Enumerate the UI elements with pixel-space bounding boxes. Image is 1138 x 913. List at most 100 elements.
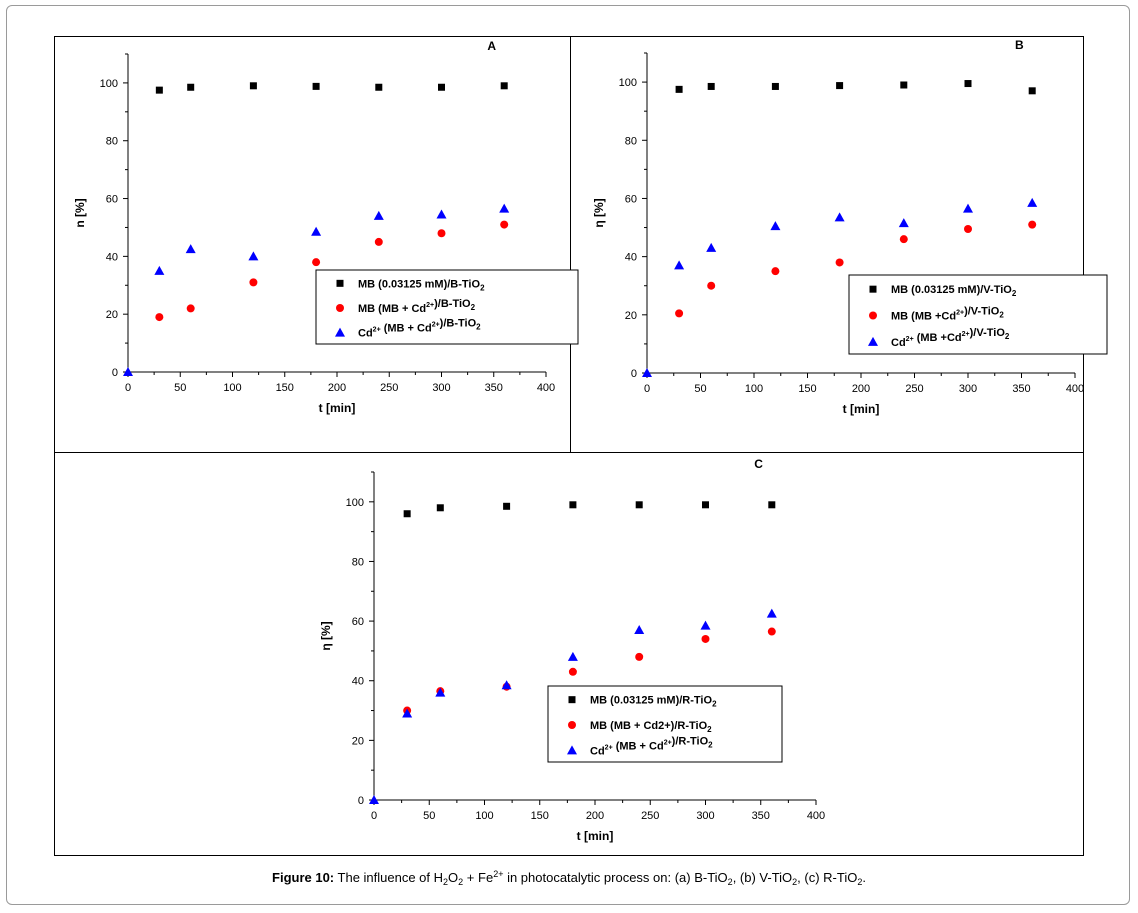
legend-marker	[568, 696, 576, 704]
legend-box	[547, 685, 783, 763]
data-point	[249, 82, 257, 90]
data-point	[701, 634, 710, 643]
x-tick-label: 250	[905, 383, 923, 395]
y-tick-label: 100	[346, 497, 364, 509]
x-tick-label: 400	[537, 382, 555, 394]
data-point	[771, 82, 779, 90]
legend-label: MB (MB + Cd2+)/B-TiO2	[358, 298, 476, 315]
y-tick-label: 40	[106, 251, 118, 263]
y-tick-label: 80	[625, 135, 637, 147]
legend-label: MB (0.03125 mM)/V-TiO2	[891, 284, 1017, 298]
x-axis-label: t [min]	[577, 829, 614, 843]
data-point	[674, 260, 685, 270]
data-point	[963, 203, 973, 213]
data-point	[501, 680, 512, 690]
data-point	[123, 367, 133, 376]
legend-box	[315, 269, 579, 345]
data-point	[771, 267, 780, 276]
panel-divider-horizontal	[54, 452, 1084, 453]
data-point	[249, 278, 258, 287]
chart-panel-b: 0 50 100 150 200 250 300 350 400 0 20 40 60 80 100 t [m…	[592, 38, 1108, 416]
y-tick-label: 60	[625, 193, 637, 205]
y-tick-label: 20	[352, 735, 364, 747]
legend-label: Cd2+ (MB +Cd2+)/V-TiO2	[891, 327, 1010, 349]
data-point	[768, 501, 776, 509]
data-point	[187, 83, 195, 91]
x-tick-label: 200	[586, 810, 604, 822]
y-axis-label: n [%]	[73, 198, 87, 227]
x-tick-label: 100	[475, 810, 493, 822]
data-point	[899, 235, 908, 244]
legend-marker	[336, 304, 344, 312]
data-point	[770, 221, 781, 231]
x-tick-label: 300	[696, 810, 714, 822]
legend-marker	[568, 721, 576, 729]
y-tick-label: 0	[631, 368, 637, 380]
data-point	[403, 510, 411, 518]
data-point	[569, 501, 577, 509]
legend-box	[848, 274, 1108, 355]
x-axis-label: t [min]	[319, 401, 356, 415]
data-point	[311, 226, 322, 236]
y-axis-label: η [%]	[319, 621, 333, 650]
data-point	[700, 620, 711, 630]
series-triangle	[123, 203, 510, 376]
data-point	[186, 304, 195, 313]
series-circle	[675, 220, 1037, 318]
legend-label: MB (MB + Cd2+)/R-TiO2	[590, 720, 712, 734]
data-point	[568, 667, 577, 676]
data-point	[964, 225, 972, 233]
data-point	[154, 265, 165, 275]
data-point	[155, 86, 163, 94]
data-point	[437, 229, 446, 238]
series-square	[155, 82, 508, 94]
data-point	[438, 83, 445, 91]
legend-marker	[869, 311, 877, 320]
data-point	[702, 501, 709, 509]
x-tick-label: 250	[380, 382, 398, 394]
x-tick-label: 100	[745, 383, 763, 395]
x-tick-label: 150	[798, 383, 816, 395]
x-tick-label: 200	[328, 382, 346, 394]
legend-marker	[869, 285, 877, 293]
data-point	[374, 237, 383, 246]
data-point	[1027, 197, 1038, 207]
series-square	[403, 501, 776, 518]
x-tick-label: 0	[125, 382, 131, 394]
y-tick-label: 20	[106, 309, 118, 321]
data-point	[185, 244, 196, 254]
y-tick-label: 100	[100, 78, 118, 90]
legend-label: Cd2+ (MB + Cd2+)/B-TiO2	[358, 318, 481, 340]
legend-marker	[868, 336, 878, 346]
series-triangle	[369, 608, 777, 804]
data-point	[642, 368, 652, 377]
y-tick-label: 0	[112, 367, 118, 379]
data-point	[436, 209, 447, 219]
data-point	[706, 242, 717, 252]
data-point	[436, 504, 444, 512]
y-axis-label: η [%]	[592, 198, 606, 227]
data-point	[635, 652, 644, 661]
figure-caption: Figure 10: The influence of H2O2 + Fe2+ …	[0, 869, 1138, 887]
data-point	[634, 625, 645, 635]
panel-label: B	[1015, 38, 1024, 52]
x-tick-label: 250	[641, 810, 659, 822]
panel-divider-vertical	[570, 36, 571, 452]
data-point	[767, 627, 776, 636]
data-point	[836, 82, 844, 90]
y-tick-label: 20	[625, 310, 637, 322]
legend-marker	[567, 745, 577, 755]
legend-marker	[335, 327, 345, 337]
data-point	[402, 708, 413, 718]
legend-label: MB (MB +Cd2+)/V-TiO2	[891, 306, 1004, 323]
x-tick-label: 350	[1012, 383, 1030, 395]
data-point	[500, 82, 508, 90]
chart-panel-a: 0 50 100 150 200 250 300 350 400 0 20 40 60 80 100 t [m…	[73, 39, 579, 415]
data-point	[373, 210, 384, 220]
data-point	[834, 212, 845, 222]
x-tick-label: 0	[371, 810, 377, 822]
data-point	[500, 220, 509, 229]
data-point	[635, 501, 643, 509]
y-tick-label: 0	[358, 795, 364, 807]
chart-panel-c: 0 50 100 150 200 250 300 350 400 0 20 40 60 80 100 t [m…	[319, 457, 825, 843]
